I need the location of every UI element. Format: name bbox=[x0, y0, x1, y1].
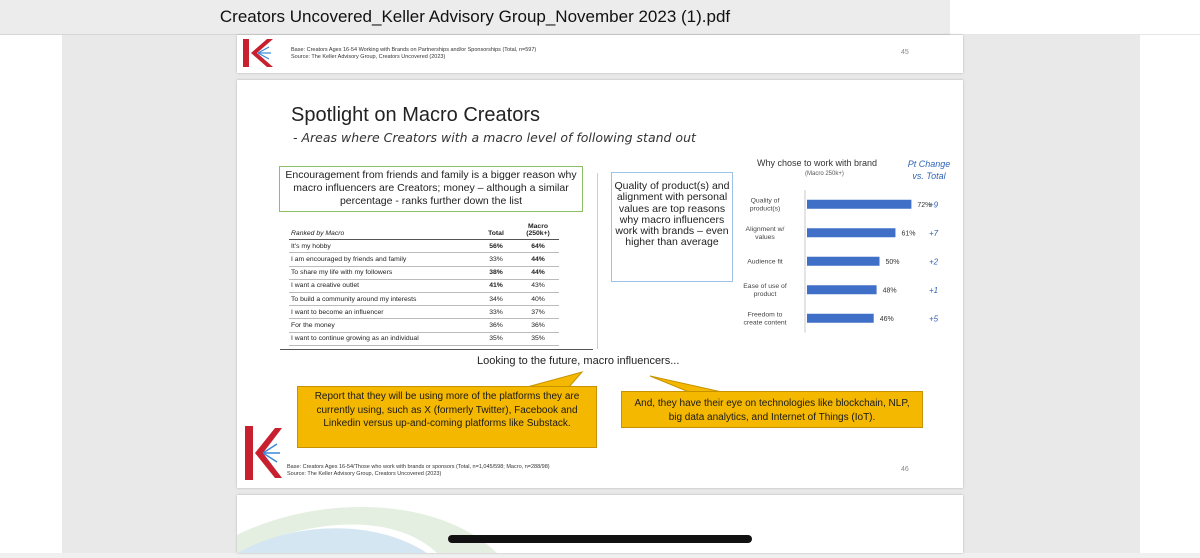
table-row: I am encouraged by friends and family 33%… bbox=[289, 252, 559, 267]
table-header-total: Total bbox=[475, 220, 517, 241]
source-note: Source: The Keller Advisory Group, Creat… bbox=[291, 54, 446, 60]
title-bar-extension bbox=[950, 0, 1200, 35]
table-header-label: Ranked by Macro bbox=[289, 220, 475, 241]
pdf-page-46: Spotlight on Macro Creators - Areas wher… bbox=[237, 80, 963, 488]
keller-logo-icon bbox=[245, 426, 282, 480]
document-title: Creators Uncovered_Keller Advisory Group… bbox=[219, 7, 731, 26]
ranking-table: Ranked by Macro Total Macro (250k+) It's… bbox=[289, 220, 559, 346]
row-label: I want to continue growing as an individ… bbox=[289, 332, 475, 346]
row-total: 33% bbox=[475, 305, 517, 320]
table-header-macro: Macro (250k+) bbox=[517, 220, 559, 241]
row-label: To build a community around my interests bbox=[289, 292, 475, 307]
source-note: Source: The Keller Advisory Group, Creat… bbox=[287, 471, 442, 477]
row-label: For the money bbox=[289, 318, 475, 333]
value-label: 61% bbox=[901, 230, 915, 237]
chart-bar bbox=[807, 313, 874, 323]
chart-subtitle: (Macro 250k+) bbox=[805, 171, 844, 177]
title-bar: Creators Uncovered_Keller Advisory Group… bbox=[0, 0, 950, 35]
row-label: To share my life with my followers bbox=[289, 266, 475, 280]
blue-callout-box: Quality of product(s) and alignment with… bbox=[611, 172, 733, 282]
category-label: Audience fit bbox=[747, 258, 783, 265]
pt-change-label: +2 bbox=[929, 257, 939, 266]
table-bottom-rule bbox=[280, 349, 593, 350]
pt-change-label: +5 bbox=[929, 314, 939, 323]
row-macro: 40% bbox=[517, 292, 559, 307]
page-decoration bbox=[237, 506, 497, 553]
horizontal-scrollbar[interactable] bbox=[448, 535, 752, 543]
row-total: 38% bbox=[475, 266, 517, 280]
slide-title: Spotlight on Macro Creators bbox=[291, 104, 541, 126]
why-chose-brand-chart: Quality of product(s) 72%+9 Alignment w/val… bbox=[743, 190, 939, 333]
value-label: 50% bbox=[886, 259, 900, 266]
future-heading: Looking to the future, macro influencers… bbox=[477, 355, 680, 367]
row-macro: 35% bbox=[517, 332, 559, 346]
keller-logo-icon bbox=[243, 39, 273, 67]
row-macro: 64% bbox=[517, 239, 559, 254]
row-total: 35% bbox=[475, 332, 517, 346]
pt-change-label: +1 bbox=[929, 286, 938, 295]
row-macro: 44% bbox=[517, 266, 559, 280]
value-label: 48% bbox=[883, 287, 897, 294]
row-macro: 43% bbox=[517, 279, 559, 293]
table-row: I want to become an influencer 33% 37% bbox=[289, 305, 559, 320]
future-platforms-callout: Report that they will be using more of t… bbox=[297, 386, 597, 448]
vertical-divider bbox=[597, 173, 598, 349]
table-row: It's my hobby 56% 64% bbox=[289, 239, 559, 254]
table-row: For the money 36% 36% bbox=[289, 318, 559, 333]
green-callout-box: Encouragement from friends and family is… bbox=[279, 166, 583, 212]
value-label: 46% bbox=[880, 316, 894, 323]
left-gutter bbox=[0, 35, 62, 553]
pt-change-label: +9 bbox=[929, 200, 939, 209]
base-note: Base: Creators Ages 16-54 Working with B… bbox=[291, 47, 537, 53]
table-row: I want a creative outlet 41% 43% bbox=[289, 279, 559, 293]
chart-bar bbox=[807, 285, 877, 295]
row-label: I want a creative outlet bbox=[289, 279, 475, 293]
row-macro: 36% bbox=[517, 318, 559, 333]
category-label: Freedom to create content bbox=[743, 311, 786, 326]
future-technologies-callout: And, they have their eye on technologies… bbox=[621, 391, 923, 428]
row-total: 34% bbox=[475, 292, 517, 307]
base-source-block: Base: Creators Ages 16-54/Those who work… bbox=[287, 464, 550, 478]
table-row: To build a community around my interests… bbox=[289, 292, 559, 307]
chart-title: Why chose to work with brand bbox=[757, 158, 878, 168]
pt-change-header: Pt Change vs. Total bbox=[907, 159, 951, 181]
row-total: 56% bbox=[475, 239, 517, 254]
category-label: Ease of use of product bbox=[743, 283, 787, 298]
row-macro: 37% bbox=[517, 305, 559, 320]
base-note: Base: Creators Ages 16-54/Those who work… bbox=[287, 464, 550, 470]
right-gutter bbox=[1140, 35, 1200, 553]
chart-bar bbox=[807, 228, 896, 238]
category-label: Quality of product(s) bbox=[750, 197, 781, 212]
category-label: Alignment w/values bbox=[746, 226, 785, 241]
chart-bar bbox=[807, 199, 912, 209]
chart-bar bbox=[807, 256, 880, 266]
slide-subtitle: - Areas where Creators with a macro leve… bbox=[293, 130, 696, 145]
row-total: 36% bbox=[475, 318, 517, 333]
page-number: 45 bbox=[901, 49, 909, 56]
pdf-page-45: Base: Creators Ages 16-54 Working with B… bbox=[237, 35, 963, 73]
pdf-page-47 bbox=[237, 495, 963, 553]
row-label: I want to become an influencer bbox=[289, 305, 475, 320]
table-row: I want to continue growing as an individ… bbox=[289, 332, 559, 346]
row-label: I am encouraged by friends and family bbox=[289, 252, 475, 267]
page-number: 46 bbox=[901, 466, 909, 473]
table-row: To share my life with my followers 38% 44% bbox=[289, 266, 559, 280]
value-label: 72% bbox=[917, 202, 931, 209]
row-total: 41% bbox=[475, 279, 517, 293]
row-total: 33% bbox=[475, 252, 517, 267]
row-macro: 44% bbox=[517, 252, 559, 267]
row-label: It's my hobby bbox=[289, 239, 475, 254]
pt-change-label: +7 bbox=[929, 229, 939, 238]
